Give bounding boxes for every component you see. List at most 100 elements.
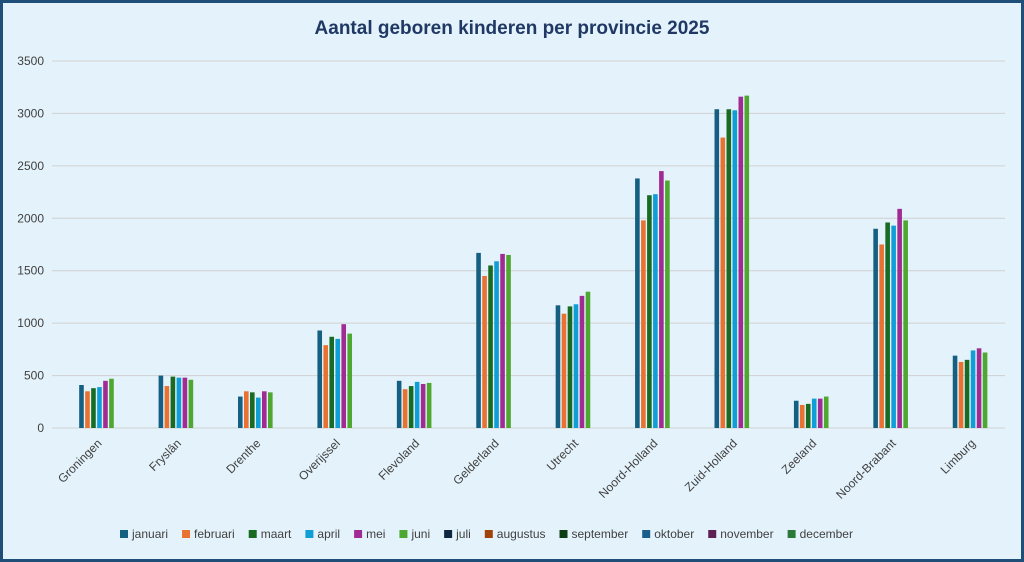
legend-swatch <box>120 530 128 538</box>
bars <box>79 95 988 429</box>
bar-april <box>732 110 738 428</box>
bar-juni <box>744 95 750 429</box>
legend: januari februari maart april mei juni juli augu… <box>120 527 853 541</box>
bar-mei <box>420 383 426 428</box>
bar-maart <box>885 222 890 428</box>
bar-april <box>970 350 976 428</box>
bar-april <box>573 304 579 428</box>
gridlines <box>52 60 1005 429</box>
bar-maart <box>726 109 732 428</box>
bar-juni <box>903 220 908 428</box>
bar-april <box>811 398 817 428</box>
bar-mei <box>182 377 188 428</box>
bar-maart <box>408 386 414 428</box>
bar-januari <box>79 385 84 428</box>
bar-januari <box>476 252 481 428</box>
bar-januari <box>158 375 164 428</box>
bar-februari <box>799 404 805 428</box>
x-tick-label: Fryslân <box>146 436 184 474</box>
legend-label: mei <box>366 527 385 541</box>
bar-april <box>335 338 341 428</box>
bar-maart <box>647 195 652 428</box>
bar-juni <box>188 379 194 428</box>
bar-april <box>97 387 102 428</box>
legend-swatch <box>399 530 408 538</box>
bar-januari <box>555 305 561 428</box>
bar-februari <box>482 275 487 428</box>
bar-februari <box>85 391 90 428</box>
legend-swatch <box>484 530 493 538</box>
bar-januari <box>873 228 878 428</box>
legend-label: februari <box>194 527 235 541</box>
bar-april <box>891 225 896 428</box>
bar-februari <box>958 361 964 428</box>
legend-swatch <box>305 530 314 538</box>
bar-maart <box>964 359 970 428</box>
y-tick-label: 1000 <box>17 316 44 330</box>
bar-januari <box>793 400 799 428</box>
y-tick-label: 2500 <box>17 159 44 173</box>
bar-maart <box>250 392 255 428</box>
legend-label: augustus <box>497 527 546 541</box>
bar-maart <box>170 376 176 428</box>
y-tick-label: 2000 <box>17 211 44 225</box>
x-tick-label: Noord-Holland <box>596 436 661 501</box>
legend-label: maart <box>261 527 292 541</box>
bar-mei <box>976 348 982 428</box>
bar-februari <box>561 313 567 428</box>
bar-februari <box>164 386 170 428</box>
bar-april <box>653 194 658 428</box>
y-tick-label: 0 <box>37 421 44 435</box>
bar-juni <box>426 382 432 428</box>
bar-januari <box>238 396 243 428</box>
x-tick-label: Drenthe <box>223 436 263 476</box>
bar-februari <box>641 220 646 428</box>
x-tick-label: Limburg <box>938 436 979 477</box>
legend-label: oktober <box>654 527 694 541</box>
legend-swatch <box>708 530 717 538</box>
bar-april <box>494 261 499 428</box>
legend-label: december <box>800 527 853 541</box>
chart-title: Aantal geboren kinderen per provincie 20… <box>315 18 710 39</box>
legend-label: juni <box>410 527 430 541</box>
x-tick-label: Groningen <box>55 436 105 486</box>
bar-mei <box>262 391 267 428</box>
bar-juni <box>665 180 670 428</box>
legend-swatch <box>444 530 453 538</box>
legend-label: november <box>720 527 773 541</box>
x-tick-label: Noord-Brabant <box>833 436 899 502</box>
bar-februari <box>323 345 329 428</box>
x-tick-label: Overijssel <box>296 436 343 483</box>
bar-januari <box>635 178 640 428</box>
x-tick-label: Flevoland <box>376 436 423 483</box>
bar-mei <box>897 208 902 428</box>
bar-mei <box>579 295 585 428</box>
bar-januari <box>952 355 958 428</box>
bar-juni <box>823 396 829 428</box>
bar-maart <box>488 265 493 428</box>
bar-mei <box>341 324 347 428</box>
x-tick-label: Zuid-Holland <box>682 436 740 494</box>
bar-april <box>256 397 261 428</box>
bar-juni <box>109 378 114 428</box>
bar-april <box>414 381 420 428</box>
legend-label: juli <box>455 527 471 541</box>
bar-mei <box>659 171 664 428</box>
bar-januari <box>396 380 402 428</box>
bar-juni <box>347 333 353 428</box>
y-tick-label: 3500 <box>17 54 44 68</box>
legend-swatch <box>354 530 363 538</box>
bar-maart <box>805 403 811 428</box>
y-axis-ticks: 0 500 1000 1500 2000 2500 3000 3500 <box>17 54 44 435</box>
bar-maart <box>329 336 335 428</box>
legend-swatch <box>559 530 568 538</box>
bar-mei <box>500 253 505 428</box>
x-axis-ticks: Groningen Fryslân Drenthe Overijssel Flevola… <box>55 436 978 502</box>
x-tick-label: Utrecht <box>544 436 582 474</box>
x-tick-label: Zeeland <box>779 436 820 477</box>
y-tick-label: 3000 <box>17 106 44 120</box>
legend-swatch <box>787 530 796 538</box>
bar-mei <box>817 398 823 428</box>
